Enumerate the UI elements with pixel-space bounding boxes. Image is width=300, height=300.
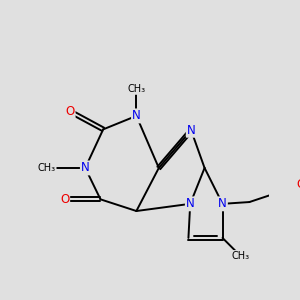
Text: N: N	[187, 124, 196, 137]
Text: CH₃: CH₃	[127, 84, 146, 94]
Text: N: N	[81, 161, 90, 174]
Text: O: O	[65, 105, 75, 118]
Text: CH₃: CH₃	[38, 163, 56, 173]
Text: O: O	[60, 193, 69, 206]
Text: N: N	[186, 197, 195, 210]
Text: CH₃: CH₃	[231, 251, 250, 261]
Text: N: N	[218, 197, 227, 210]
Text: O: O	[296, 178, 300, 190]
Text: N: N	[132, 110, 141, 122]
